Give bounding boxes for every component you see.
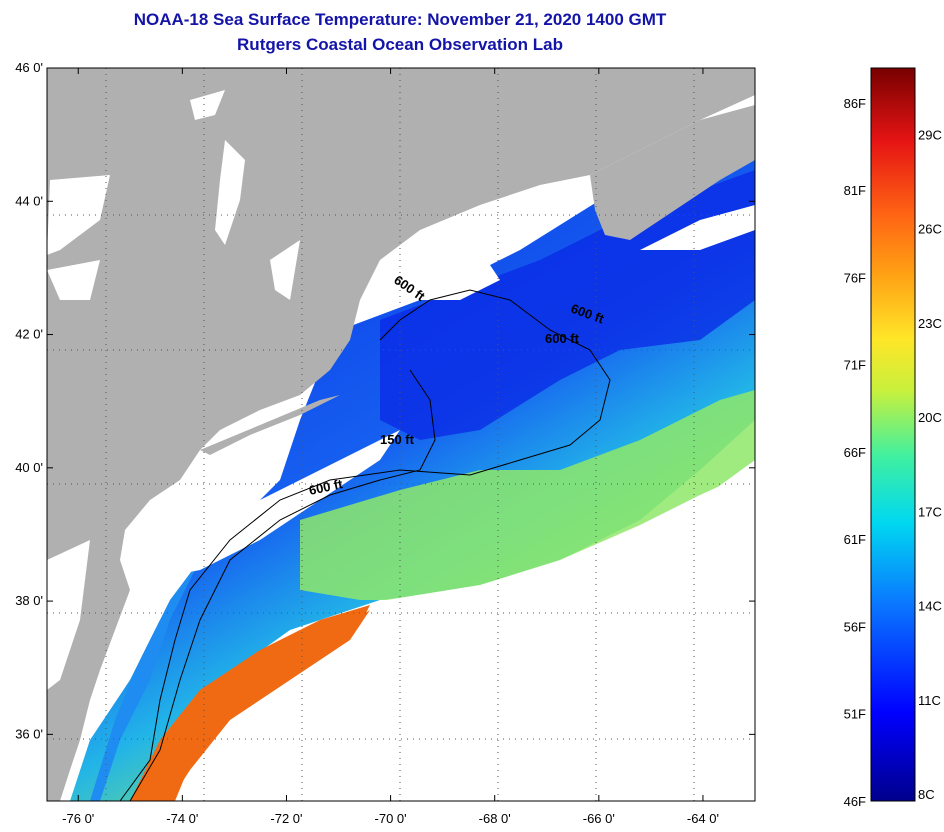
map-area bbox=[47, 68, 755, 801]
lon-label: -66 0' bbox=[583, 811, 615, 826]
contour-line bbox=[129, 369, 436, 801]
lat-label: 36 0' bbox=[15, 726, 43, 741]
grid-lines bbox=[47, 68, 755, 801]
colorbar-f-label: 66F bbox=[844, 445, 866, 460]
lake bbox=[47, 175, 110, 255]
contour-label: 600 ft bbox=[308, 476, 345, 498]
lat-label: 42 0' bbox=[15, 327, 43, 342]
lon-label: -76 0' bbox=[62, 811, 94, 826]
colorbar-f-label: 61F bbox=[844, 532, 866, 547]
lake bbox=[215, 140, 245, 245]
ocean-coastal-blue bbox=[90, 560, 200, 801]
colorbar-c-label: 23C bbox=[918, 316, 942, 331]
gulf-stream-core bbox=[150, 610, 370, 801]
colorbar-f-label: 71F bbox=[844, 358, 866, 373]
contour-line bbox=[119, 289, 611, 801]
lon-label: -72 0' bbox=[270, 811, 302, 826]
colorbar-c-label: 26C bbox=[918, 222, 942, 237]
colorbar bbox=[870, 67, 916, 802]
colorbar-f-label: 81F bbox=[844, 183, 866, 198]
land-nova-scotia bbox=[590, 105, 755, 240]
lon-label: -70 0' bbox=[375, 811, 407, 826]
colorbar-f-label: 76F bbox=[844, 270, 866, 285]
cloud-shelf bbox=[150, 430, 400, 580]
colorbar-c-label: 11C bbox=[918, 693, 941, 708]
colorbar-f-label: 46F bbox=[844, 794, 866, 809]
latitude-axis: 46 0' 44 0' 42 0' 40 0' 38 0' 36 0' bbox=[15, 60, 755, 741]
colorbar-f-label: 86F bbox=[844, 96, 866, 111]
lake bbox=[47, 260, 100, 300]
map-title: NOAA-18 Sea Surface Temperature: Novembe… bbox=[133, 10, 667, 29]
contour-label: 150 ft bbox=[380, 432, 415, 447]
colorbar-c-label: 20C bbox=[918, 410, 942, 425]
lon-label: -74 0' bbox=[166, 811, 198, 826]
cloud-south bbox=[190, 470, 755, 801]
warm-green-band bbox=[300, 390, 755, 600]
colorbar-c-label: 14C bbox=[918, 599, 942, 614]
land-mainland bbox=[47, 68, 755, 801]
colorbar-f-label: 56F bbox=[844, 619, 866, 634]
lake bbox=[270, 240, 300, 300]
colorbar-c-label: 8C bbox=[918, 787, 935, 802]
colorbar-f-label: 51F bbox=[844, 707, 866, 722]
lon-label: -64 0' bbox=[687, 811, 719, 826]
longitude-axis: -76 0' -74 0' -72 0' -70 0' -68 0' -66 0' -64 … bbox=[62, 68, 719, 826]
lat-label: 46 0' bbox=[15, 60, 43, 75]
lake bbox=[47, 540, 90, 690]
lat-label: 38 0' bbox=[15, 593, 43, 608]
colorbar-labels: 86F 81F 76F 71F 66F 61F 56F 51F 46F 29C 26C 23C 20C 1… bbox=[844, 96, 942, 809]
lat-label: 44 0' bbox=[15, 193, 43, 208]
cloud-east bbox=[640, 205, 755, 250]
map-subtitle: Rutgers Coastal Ocean Observation Lab bbox=[237, 35, 563, 54]
colorbar-c-label: 17C bbox=[918, 504, 942, 519]
ocean-shelf-blue bbox=[380, 170, 755, 440]
lake bbox=[190, 90, 225, 120]
lon-label: -68 0' bbox=[479, 811, 511, 826]
land-long-island bbox=[200, 395, 340, 455]
colorbar-c-label: 29C bbox=[918, 127, 942, 142]
lat-label: 40 0' bbox=[15, 460, 43, 475]
contour-label: 600 ft bbox=[545, 331, 580, 346]
map-frame bbox=[46, 67, 756, 802]
